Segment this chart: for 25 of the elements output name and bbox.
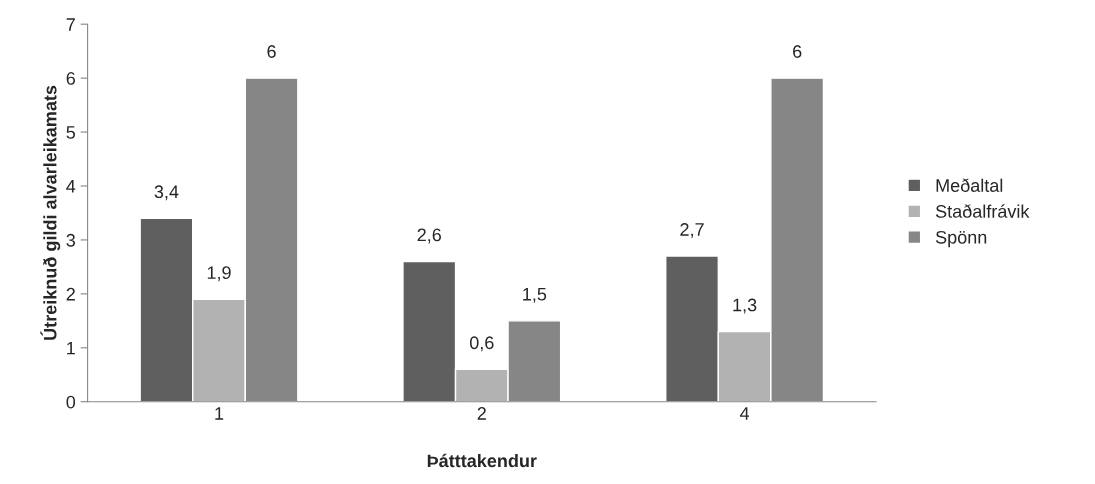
data-label: 1,3 xyxy=(733,298,757,314)
x-tick-label: 1 xyxy=(215,407,224,420)
data-label: 3,4 xyxy=(154,185,179,201)
x-tick-label: 4 xyxy=(739,407,750,420)
data-label: 6 xyxy=(267,45,276,58)
y-tick-label: 3 xyxy=(66,233,75,247)
y-tick-label: 1 xyxy=(67,341,75,355)
data-label: 1,9 xyxy=(207,266,231,282)
data-label: 1,5 xyxy=(523,287,547,303)
x-tick-label: 2 xyxy=(477,407,486,420)
x-axis-title: Þátttakendur xyxy=(427,453,537,468)
y-tick-label: 0 xyxy=(66,395,76,409)
y-axis-title: Útreiknuð gildi alvarleikamats xyxy=(40,85,61,340)
legend-label: Spönn xyxy=(935,230,987,248)
y-tick-label: 7 xyxy=(66,18,75,31)
data-label: 2,6 xyxy=(417,228,441,244)
y-tick-label: 6 xyxy=(66,72,75,85)
y-tick-label: 2 xyxy=(66,287,75,301)
legend-label: Meðaltal xyxy=(936,178,1003,192)
legend-label: Staðalfrávik xyxy=(935,204,1030,218)
y-tick-label: 5 xyxy=(66,126,76,139)
y-tick-label: 4 xyxy=(66,180,76,193)
data-label: 6 xyxy=(793,45,802,58)
data-label: 2,7 xyxy=(680,223,704,238)
data-label: 0,6 xyxy=(469,336,494,352)
